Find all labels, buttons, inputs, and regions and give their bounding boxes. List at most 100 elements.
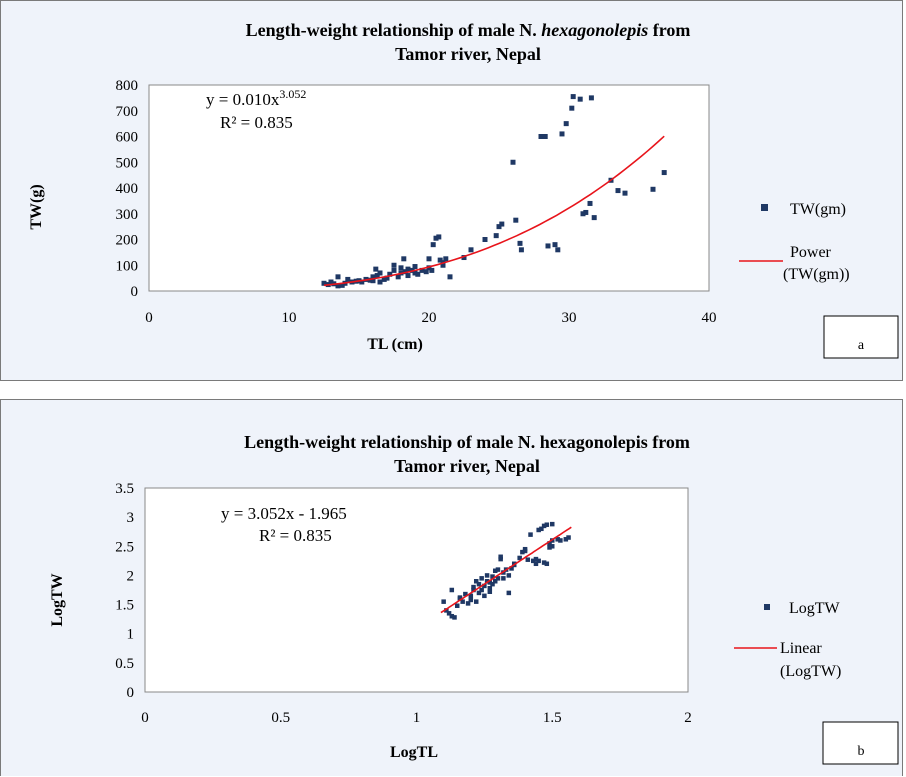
data-point — [591, 215, 597, 221]
data-point — [536, 558, 541, 564]
data-point — [492, 579, 498, 584]
y-tick-label: 700 — [116, 104, 139, 120]
data-point — [433, 235, 439, 241]
data-point — [415, 271, 421, 277]
data-point — [661, 170, 667, 176]
data-point — [563, 537, 569, 542]
data-point — [510, 159, 516, 165]
panel-a-tag: a — [858, 338, 865, 353]
chart-a-ylabel: TW(g) — [28, 184, 45, 229]
data-point — [479, 587, 484, 593]
data-point — [437, 257, 443, 263]
data-point — [381, 276, 387, 282]
panel-b-tag-box — [822, 721, 899, 765]
y-tick-label: 800 — [116, 78, 139, 94]
data-point — [544, 522, 550, 527]
x-tick-label: 0 — [145, 310, 153, 326]
data-point — [570, 94, 576, 100]
data-point — [473, 579, 479, 584]
data-point — [402, 269, 408, 275]
legend-b-point-marker — [764, 604, 770, 610]
chart-b-plot-area — [144, 487, 689, 693]
data-point — [566, 535, 571, 540]
data-point — [509, 566, 514, 571]
data-point — [558, 538, 563, 543]
data-point — [449, 613, 455, 619]
data-point — [328, 279, 334, 285]
data-point — [563, 121, 569, 127]
data-point — [426, 265, 432, 271]
data-point — [430, 242, 436, 248]
data-point — [465, 601, 471, 606]
data-point — [484, 573, 490, 578]
legend-a-series-label: TW(gm) — [790, 201, 846, 218]
data-point — [443, 256, 449, 262]
data-point — [550, 521, 555, 527]
data-point — [335, 283, 341, 289]
data-point — [550, 544, 555, 549]
x-tick-label: 2 — [684, 710, 692, 726]
chart-b-title-line2: Tamor river, Nepal — [394, 456, 540, 476]
data-point — [401, 256, 407, 262]
chart-b-ticks: 0 0.5 1 1.5 2 0 0.5 1 1.5 2 2.5 3 3.5 — [115, 481, 692, 726]
chart-a-title-line2: Tamor river, Nepal — [395, 44, 541, 64]
data-point — [528, 532, 533, 537]
chart-a-svg: Length-weight relationship of male N. he… — [28, 20, 899, 359]
data-point — [487, 586, 493, 591]
x-tick-label: 0.5 — [271, 710, 290, 726]
data-point — [476, 590, 482, 596]
legend-b-trend-label-line1: Linear — [780, 640, 822, 657]
legend-a-point-marker — [761, 204, 768, 211]
data-point — [473, 599, 479, 604]
chart-a-equation: y = 0.010x3.052 — [206, 87, 306, 109]
chart-a-trendline — [323, 135, 665, 287]
data-point — [487, 589, 493, 594]
data-point — [513, 217, 519, 223]
chart-b-title-line1: Length-weight relationship of male N. he… — [244, 432, 690, 452]
data-point — [517, 240, 523, 246]
data-point — [506, 573, 512, 578]
data-point — [517, 555, 522, 561]
data-point — [429, 267, 435, 273]
data-point — [520, 549, 525, 555]
data-point — [525, 557, 531, 562]
x-tick-label: 10 — [282, 310, 297, 326]
data-point — [468, 247, 474, 253]
chart-b-svg: Length-weight relationship of male N. he… — [49, 432, 899, 765]
data-point — [447, 274, 453, 280]
data-point — [545, 243, 551, 249]
panel-b-tag: b — [858, 744, 865, 759]
data-point — [544, 561, 550, 567]
data-point — [588, 95, 594, 101]
data-point — [426, 256, 432, 262]
data-point — [321, 280, 327, 286]
data-point — [522, 548, 528, 554]
x-tick-label: 1 — [413, 710, 421, 726]
data-point — [377, 279, 383, 285]
data-point — [583, 209, 589, 215]
data-point — [373, 266, 379, 272]
data-point — [555, 537, 560, 542]
data-point — [541, 523, 547, 529]
x-tick-label: 40 — [702, 310, 717, 326]
data-point — [398, 265, 404, 271]
data-point — [412, 264, 418, 270]
data-point — [482, 583, 487, 589]
data-point — [547, 545, 552, 550]
y-tick-label: 2 — [127, 568, 135, 584]
data-point — [577, 96, 583, 102]
data-point — [482, 593, 487, 599]
data-point — [501, 576, 506, 581]
data-point — [446, 611, 452, 616]
chart-b-r2: R² = 0.835 — [259, 526, 332, 545]
data-point — [463, 591, 468, 597]
legend-a-trend-label-line2: (TW(gm)) — [783, 266, 850, 283]
data-point — [374, 273, 380, 279]
y-tick-label: 1 — [127, 627, 135, 643]
data-point — [367, 277, 373, 283]
data-point — [370, 278, 376, 284]
data-point — [476, 581, 482, 587]
chart-a-xlabel: TL (cm) — [367, 336, 423, 353]
y-tick-label: 1.5 — [115, 598, 134, 614]
